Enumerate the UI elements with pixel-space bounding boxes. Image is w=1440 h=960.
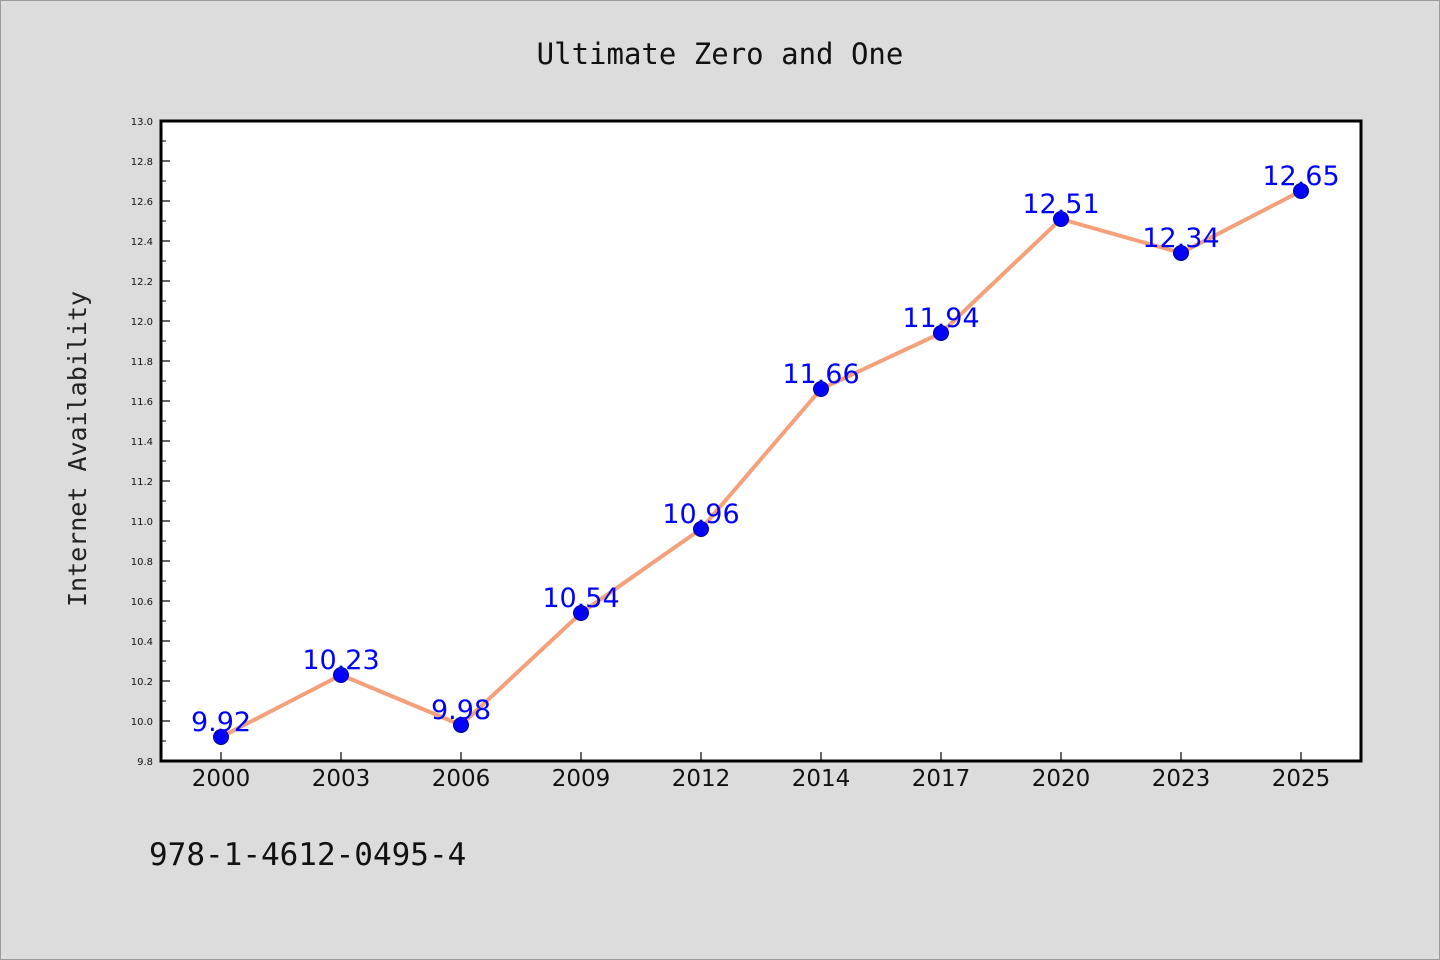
y-tick-label: 11.6 [131,397,153,408]
y-axis-ticks: 9.8 10.0 10.2 10.4 10.6 10.8 11.0 11.2 11.4 11.6 1… [131,117,170,768]
x-tick-label: 2020 [1032,766,1091,792]
x-tick-label: 2009 [552,766,611,792]
x-tick-label: 2006 [432,766,491,792]
y-tick-label: 11.0 [131,517,153,528]
y-tick-label: 9.8 [137,757,153,768]
x-tick-label: 2023 [1152,766,1211,792]
data-label: 12.51 [1022,189,1099,220]
data-label: 9.92 [191,707,251,738]
data-point [333,667,349,683]
data-point [1053,211,1069,227]
data-label: 10.54 [542,583,619,614]
y-axis-label: Internet Availability [63,291,92,607]
y-tick-label: 12.2 [131,277,153,288]
series-group: 9.92 10.23 9.98 10.54 10.96 11.66 11.94 12.51 12… [191,161,1340,745]
x-tick-label: 2014 [792,766,851,792]
data-point [453,717,469,733]
y-tick-label: 12.8 [131,157,153,168]
x-tick-label: 2012 [672,766,731,792]
y-tick-label: 12.6 [131,197,153,208]
data-point [693,521,709,537]
data-point [1293,183,1309,199]
x-tick-label: 2025 [1272,766,1331,792]
x-axis-ticks: 2000 2003 2006 2009 2012 2014 2017 2020 2023 2025 [192,752,1331,792]
series-line [220,189,1302,739]
data-label: 10.96 [662,499,739,530]
data-label: 9.98 [431,695,491,726]
data-point [813,381,829,397]
x-tick-label: 2000 [192,766,251,792]
y-tick-label: 11.8 [131,357,153,368]
data-label: 10.23 [302,645,379,676]
y-tick-label: 11.2 [131,477,153,488]
y-tick-label: 10.6 [131,597,153,608]
data-label: 12.65 [1262,161,1339,192]
data-point [213,729,229,745]
data-label: 11.94 [902,303,979,334]
chart-title: Ultimate Zero and One [537,37,904,71]
data-label: 12.34 [1142,223,1219,254]
x-tick-label: 2017 [912,766,971,792]
y-tick-label: 10.8 [131,557,153,568]
data-point [933,325,949,341]
y-tick-label: 10.2 [131,677,153,688]
y-tick-label: 10.0 [131,717,153,728]
y-tick-label: 12.4 [131,237,153,248]
y-tick-label: 10.4 [131,637,153,648]
x-tick-label: 2003 [312,766,371,792]
data-point [1173,245,1189,261]
y-tick-label: 11.4 [131,437,153,448]
plot-area [159,119,1363,763]
data-label: 11.66 [782,359,859,390]
footer-isbn: 978-1-4612-0495-4 [149,837,466,873]
data-point [573,605,589,621]
y-tick-label: 12.0 [131,317,153,328]
y-tick-label: 13.0 [131,117,153,128]
